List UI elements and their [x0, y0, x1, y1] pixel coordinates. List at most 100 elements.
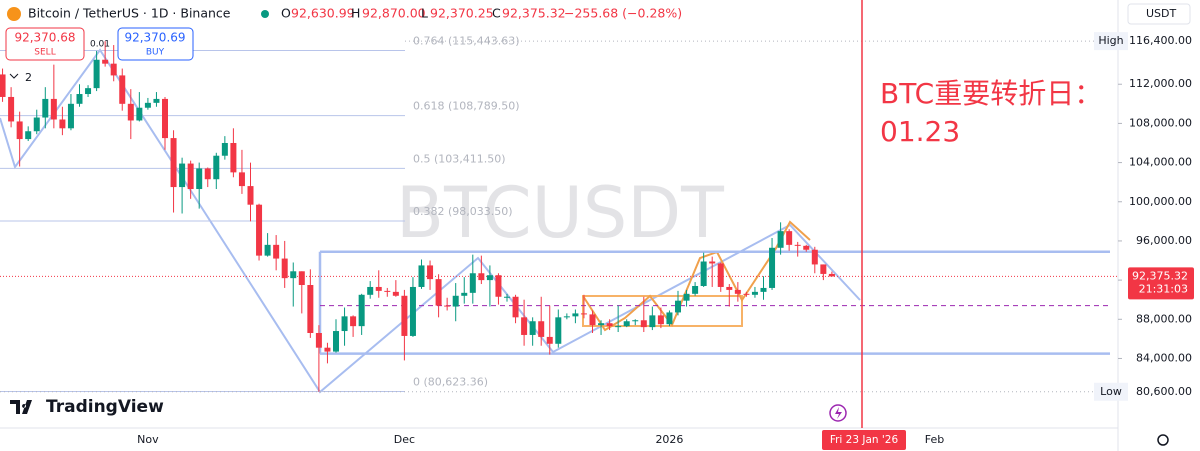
candle-body	[803, 245, 810, 250]
candle-body	[0, 74, 6, 97]
candle-body	[119, 75, 126, 104]
candle-body	[649, 315, 656, 328]
candle-body	[657, 315, 664, 325]
candle-body	[247, 186, 254, 205]
candle-body	[256, 204, 263, 256]
fib-label: 0.5 (103,411.50)	[413, 152, 506, 165]
candle-body	[726, 286, 733, 290]
candle-body	[127, 103, 134, 121]
fib-label: 0 (80,623.36)	[413, 376, 488, 389]
x-tick-label: Dec	[394, 433, 415, 446]
candle-body	[538, 321, 545, 337]
candle-body	[692, 285, 699, 294]
candle-body	[170, 138, 177, 188]
candle-body	[521, 317, 528, 335]
x-tick-label: Feb	[925, 433, 944, 446]
candle-body	[110, 63, 117, 76]
event-bolt	[835, 407, 842, 419]
indicator-count[interactable]: 2	[25, 71, 32, 84]
candle-body	[187, 163, 194, 190]
candle-body	[290, 271, 297, 279]
plot: 0.764 (115,443.63) 0.618 (108,789.50) 0.5 …	[0, 35, 1118, 393]
candle-body	[572, 313, 579, 317]
buy-button[interactable]	[117, 27, 194, 61]
candle-body	[615, 326, 622, 328]
candle-body	[828, 273, 835, 277]
y-tick-label: 100,000.00	[1129, 195, 1192, 208]
y-tick-label: 104,000.00	[1129, 156, 1192, 169]
candle-body	[427, 265, 434, 280]
candle-body	[50, 98, 57, 120]
y-tick-label: 112,000.00	[1129, 77, 1192, 90]
annotation: 01.23	[880, 115, 960, 148]
candle-body	[238, 172, 245, 187]
sell-price: 92,370.68	[14, 31, 75, 45]
candle-body	[734, 289, 741, 294]
settings[interactable]	[1157, 434, 1169, 446]
candle-body	[546, 336, 553, 344]
candle-body	[375, 286, 382, 291]
candle-body	[435, 279, 442, 306]
candle-body	[794, 244, 801, 246]
candle-body	[136, 107, 143, 121]
candle-body	[298, 271, 305, 286]
ohlc-value: 92,630.99	[291, 6, 355, 21]
candle-body	[196, 168, 203, 190]
pattern-box	[582, 295, 743, 327]
candle-body	[401, 295, 408, 336]
candle-body	[504, 296, 510, 298]
time-marker-label: Fri 23 Jan '26	[830, 434, 899, 446]
candle-body	[25, 131, 32, 140]
candle-body	[102, 59, 109, 64]
event-icon[interactable]	[829, 404, 847, 422]
candle-body	[717, 263, 724, 287]
candle-body	[418, 265, 425, 287]
candle-body	[67, 103, 74, 129]
candle-body	[213, 155, 220, 180]
brand-name: TradingView	[46, 397, 164, 417]
marker-name: Low	[1100, 385, 1122, 398]
last-price: 92,375.32	[1132, 269, 1188, 282]
candle-body	[204, 168, 211, 180]
candle-body	[563, 316, 570, 318]
candle-body	[820, 264, 827, 274]
candle-body	[324, 347, 331, 352]
last-price-box	[1128, 267, 1194, 300]
ohlc-value: 92,375.32	[502, 6, 566, 21]
annotation: BTC重要转折日：	[880, 77, 1102, 110]
currency-button[interactable]	[1127, 3, 1191, 25]
candle-body	[486, 275, 493, 281]
ohlc-label: C	[492, 6, 501, 21]
candle-body	[666, 312, 673, 325]
y-tick-label: 84,000.00	[1136, 351, 1192, 364]
candle-body	[341, 316, 348, 332]
trade-buttons: 92,370.68 SELL 0.01 92,370.69 BUY 2	[5, 27, 194, 84]
candle-body	[769, 247, 776, 288]
candle-body	[512, 296, 519, 318]
change: −255.68 (−0.28%)	[564, 6, 682, 21]
brand-logo	[10, 400, 32, 414]
candle-body	[580, 313, 587, 315]
candle-body	[59, 119, 66, 129]
candle-body	[153, 98, 160, 103]
sell-button[interactable]	[5, 27, 85, 61]
countdown: 21:31:03	[1139, 282, 1188, 295]
candle-body	[392, 291, 399, 296]
header: Bitcoin / TetherUS · 1D · Binance O 92,6…	[7, 6, 682, 21]
candle-body	[709, 261, 716, 264]
candle-body	[384, 290, 391, 292]
candle-body	[555, 317, 562, 344]
currency: USDT	[1146, 7, 1177, 20]
candle-body	[478, 273, 485, 281]
candle-body	[16, 121, 23, 140]
candle-body	[350, 316, 357, 327]
y-tick-label: 108,000.00	[1129, 116, 1192, 129]
candle-body	[632, 320, 639, 322]
ohlc-label: H	[351, 6, 360, 21]
candle-body	[307, 285, 314, 333]
candle-body	[683, 293, 690, 301]
chevron[interactable]	[9, 73, 19, 79]
buy-label: BUY	[146, 48, 165, 58]
candle-body	[700, 261, 707, 286]
